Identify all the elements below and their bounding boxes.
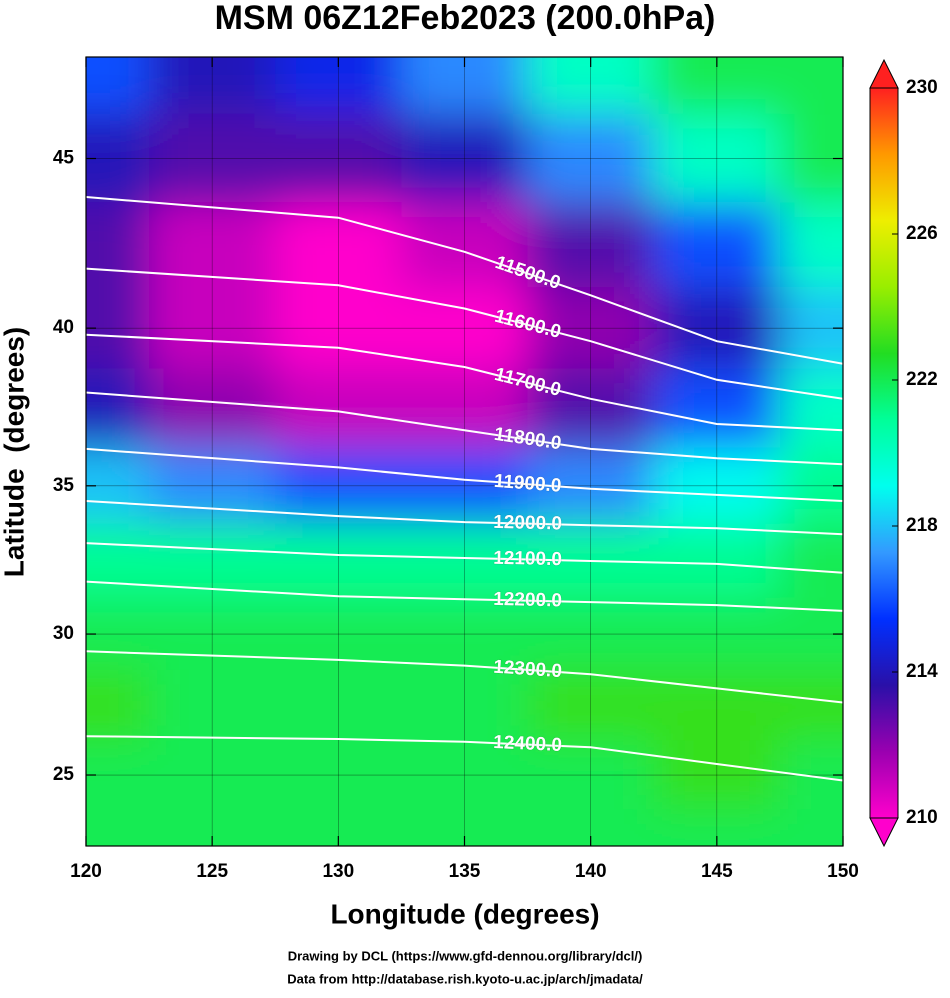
field-cell	[779, 202, 843, 288]
field-cell	[149, 809, 277, 846]
field-cell	[275, 523, 403, 599]
field-cell	[527, 809, 655, 846]
x-tick-label: 140	[575, 861, 607, 882]
y-tick-label: 25	[53, 764, 75, 785]
field-cell	[149, 523, 277, 599]
field-cell	[527, 669, 655, 742]
contour-label: 12000.0	[493, 512, 562, 535]
contour-label: 11800.0	[493, 424, 563, 455]
colorbar-tick-label: 222	[906, 369, 938, 390]
y-axis-label: Latitude (degrees)	[0, 327, 29, 577]
credit-line: Data from http://database.rish.kyoto-u.a…	[287, 971, 643, 986]
contour-line	[86, 542, 843, 574]
field-cell	[401, 202, 529, 288]
field-cell	[275, 669, 403, 742]
colorbar-tick-label: 214	[906, 661, 938, 682]
field-cell	[401, 523, 529, 599]
colorbar-tick-label: 226	[906, 223, 938, 244]
contour-line	[86, 500, 843, 536]
field-cell	[653, 740, 781, 811]
field-cell	[653, 809, 781, 846]
field-cell	[779, 57, 843, 115]
y-tick-label: 30	[53, 623, 74, 644]
field-cell	[779, 669, 843, 742]
field-cell	[653, 523, 781, 599]
colorbar-tick-label: 210	[906, 807, 938, 828]
x-tick-label: 145	[701, 861, 733, 882]
contour-line	[86, 333, 843, 432]
colorbar-tick-label: 218	[906, 515, 938, 536]
x-tick-label: 125	[196, 861, 228, 882]
x-tick-label: 120	[70, 861, 102, 882]
field-cell	[401, 809, 529, 846]
field-cell	[653, 368, 781, 449]
field-cell	[779, 368, 843, 449]
x-tick-label: 135	[449, 861, 481, 882]
field-cell	[779, 523, 843, 599]
contour-line	[86, 196, 843, 365]
field-cell	[149, 368, 277, 449]
field-cell	[779, 809, 843, 846]
field-cell	[275, 740, 403, 811]
field-cell	[86, 740, 151, 811]
axes: 120 125 130 135 140 145 150 25 30 35 40 45 210 214 218…	[53, 56, 938, 882]
x-axis-label: Longitude (degrees)	[330, 898, 599, 929]
field-cell	[401, 740, 529, 811]
field-cell	[86, 368, 151, 449]
colorbar-extend-top	[869, 58, 899, 89]
y-tick-label: 40	[53, 317, 74, 338]
contour-line	[86, 735, 843, 782]
field-cell	[401, 669, 529, 742]
contour-line	[86, 650, 843, 704]
field-cell	[275, 809, 403, 846]
field-layer	[86, 57, 843, 846]
contour-line	[86, 447, 843, 502]
contour-label: 12100.0	[493, 548, 562, 571]
y-tick-label: 35	[53, 475, 75, 496]
field-cell	[86, 809, 151, 846]
field-cell	[653, 202, 781, 288]
field-cell	[86, 669, 151, 742]
chart-title: MSM 06Z12Feb2023 (200.0hPa)	[215, 0, 716, 37]
field-cell	[86, 523, 151, 599]
field-cell	[779, 740, 843, 811]
field-cell	[401, 368, 529, 449]
field-cell	[275, 202, 403, 288]
colorbar-tick-label: 230	[906, 77, 938, 98]
contour-line	[86, 267, 843, 400]
credit-line: Drawing by DCL (https://www.gfd-dennou.o…	[288, 948, 643, 963]
field-cell	[527, 202, 655, 288]
x-tick-label: 150	[827, 861, 859, 882]
field-cell	[527, 368, 655, 449]
field-cell	[86, 57, 151, 115]
contour-label: 12400.0	[493, 732, 563, 756]
colorbar	[869, 87, 899, 819]
contour-label: 12200.0	[493, 589, 562, 612]
contour-line	[86, 580, 843, 612]
field-cell	[86, 202, 151, 288]
field-cell	[149, 740, 277, 811]
field-cell	[149, 669, 277, 742]
x-tick-label: 130	[322, 861, 354, 882]
colorbar-extend-bottom	[869, 817, 899, 848]
field-cell	[149, 202, 277, 288]
contour-line	[86, 391, 843, 466]
y-tick-label: 45	[53, 148, 75, 169]
contour-label: 12300.0	[493, 657, 563, 683]
field-cell	[653, 669, 781, 742]
